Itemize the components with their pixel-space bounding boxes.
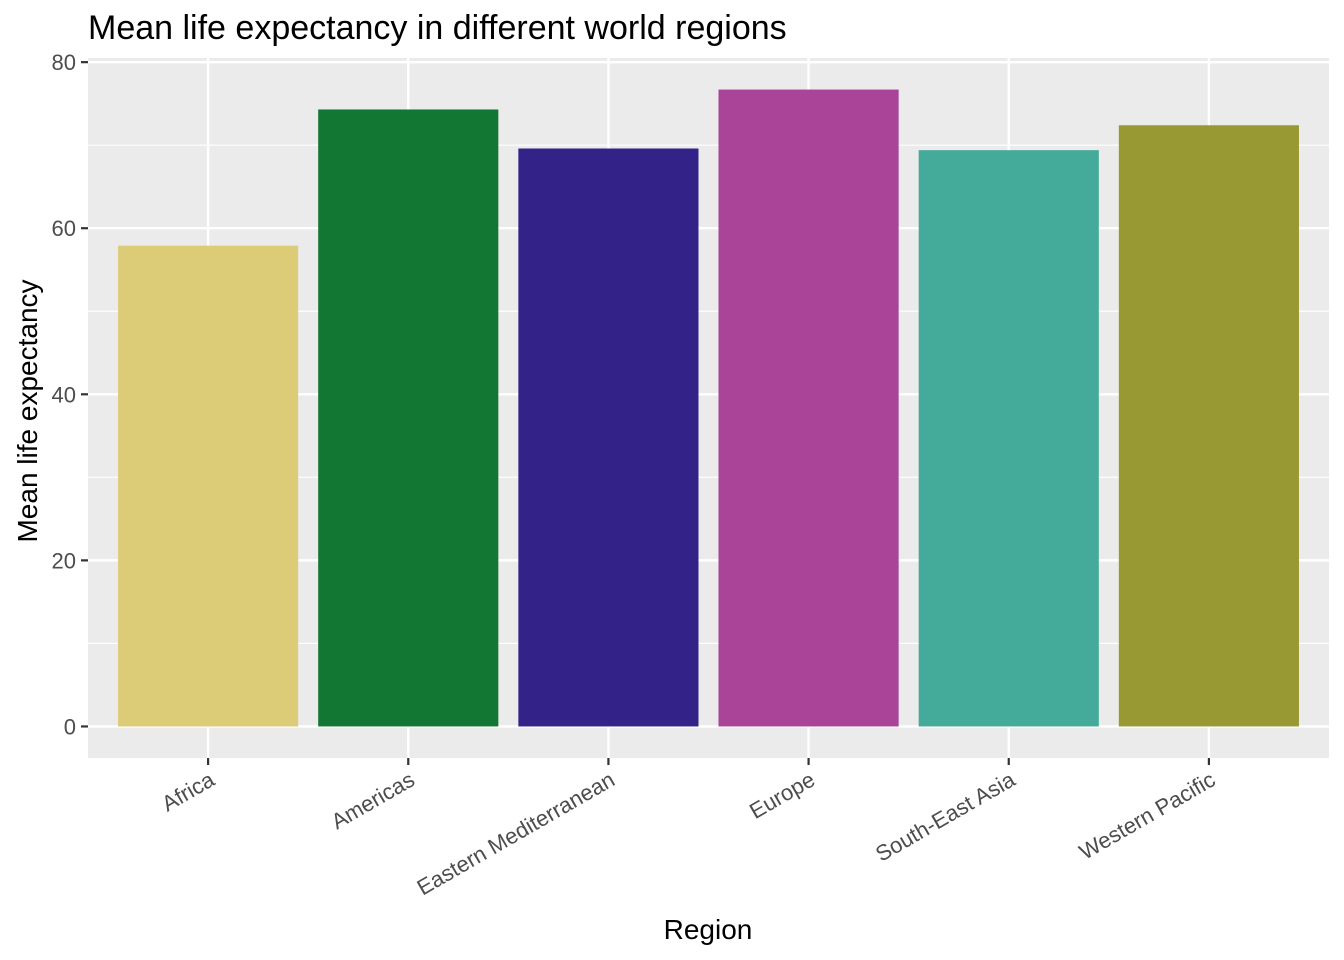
y-axis: 0 20 40 60 80 — [52, 50, 88, 739]
chart-title: Mean life expectancy in different world … — [88, 9, 787, 47]
bars — [118, 89, 1299, 727]
x-tick-label: Americas — [327, 767, 419, 834]
bar-americas — [318, 109, 499, 727]
x-tick-label: Eastern Mediterranean — [413, 767, 619, 901]
y-tick-label: 0 — [64, 714, 76, 739]
x-tick-label: South-East Asia — [871, 766, 1020, 866]
y-tick-label: 20 — [52, 548, 76, 573]
y-tick-label: 60 — [52, 216, 76, 241]
bar-europe — [718, 89, 899, 727]
bar-eastern-mediterranean — [518, 148, 699, 727]
x-axis-title: Region — [664, 914, 753, 945]
x-tick-label: Africa — [157, 766, 219, 816]
bar-south-east-asia — [918, 150, 1099, 727]
x-tick-label: Western Pacific — [1075, 767, 1220, 865]
y-axis-title: Mean life expectancy — [12, 279, 43, 542]
y-tick-label: 40 — [52, 382, 76, 407]
x-tick-label: Europe — [745, 767, 819, 824]
y-tick-label: 80 — [52, 50, 76, 75]
bar-western-pacific — [1118, 125, 1299, 727]
bar-africa — [118, 245, 299, 727]
